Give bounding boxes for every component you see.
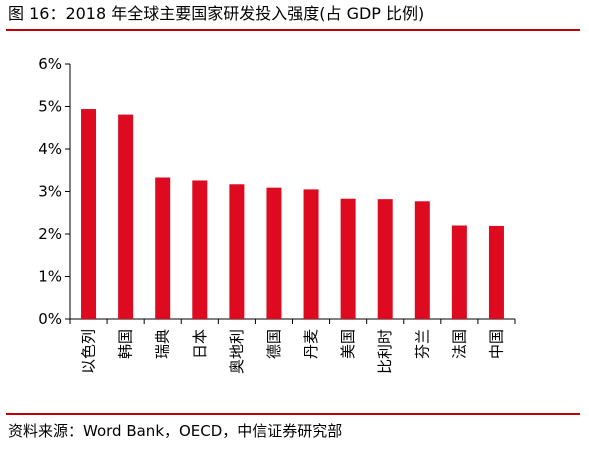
y-tick-label: 3%: [38, 183, 62, 201]
x-category-label: 德国: [265, 329, 283, 359]
bar: [118, 114, 134, 319]
title-divider: [6, 29, 580, 31]
x-category-label: 丹麦: [302, 329, 320, 359]
chart-axes: [65, 63, 516, 324]
bar: [155, 177, 171, 319]
x-category-labels: 以色列 韩国 瑞典 日本 奥地利 德国 丹麦 美国 比利时 芬兰 法国 中国: [80, 329, 506, 374]
bar: [229, 184, 245, 319]
bar: [303, 189, 319, 319]
bar: [266, 187, 282, 319]
x-category-label: 美国: [339, 329, 357, 359]
x-category-label: 芬兰: [413, 329, 431, 359]
x-category-label: 奥地利: [228, 329, 246, 374]
y-tick-label: 4%: [38, 140, 62, 158]
x-category-label: 法国: [450, 329, 468, 359]
x-category-label: 比利时: [376, 329, 394, 374]
x-category-label: 韩国: [117, 329, 135, 359]
y-tick-labels: 0% 1% 2% 3% 4% 5% 6%: [38, 55, 62, 328]
chart-bars: [81, 109, 504, 319]
bar: [81, 109, 97, 319]
bar: [192, 180, 208, 319]
y-tick-label: 0%: [38, 310, 62, 328]
source-divider: [6, 413, 580, 415]
x-category-label: 中国: [487, 329, 505, 359]
x-category-label: 日本: [191, 329, 209, 359]
y-tick-label: 2%: [38, 225, 62, 243]
y-tick-label: 6%: [38, 55, 62, 73]
bar: [414, 201, 430, 319]
figure-title: 图 16：2018 年全球主要国家研发投入强度(占 GDP 比例): [8, 4, 425, 23]
bar: [451, 225, 467, 319]
bar: [488, 225, 504, 319]
y-tick-label: 5%: [38, 98, 62, 116]
x-category-label: 瑞典: [154, 329, 172, 359]
source-note: 资料来源：Word Bank，OECD，中信证券研究部: [8, 422, 343, 440]
y-tick-label: 1%: [38, 268, 62, 286]
bar: [377, 199, 393, 319]
bar: [340, 198, 356, 319]
x-category-label: 以色列: [80, 329, 98, 374]
